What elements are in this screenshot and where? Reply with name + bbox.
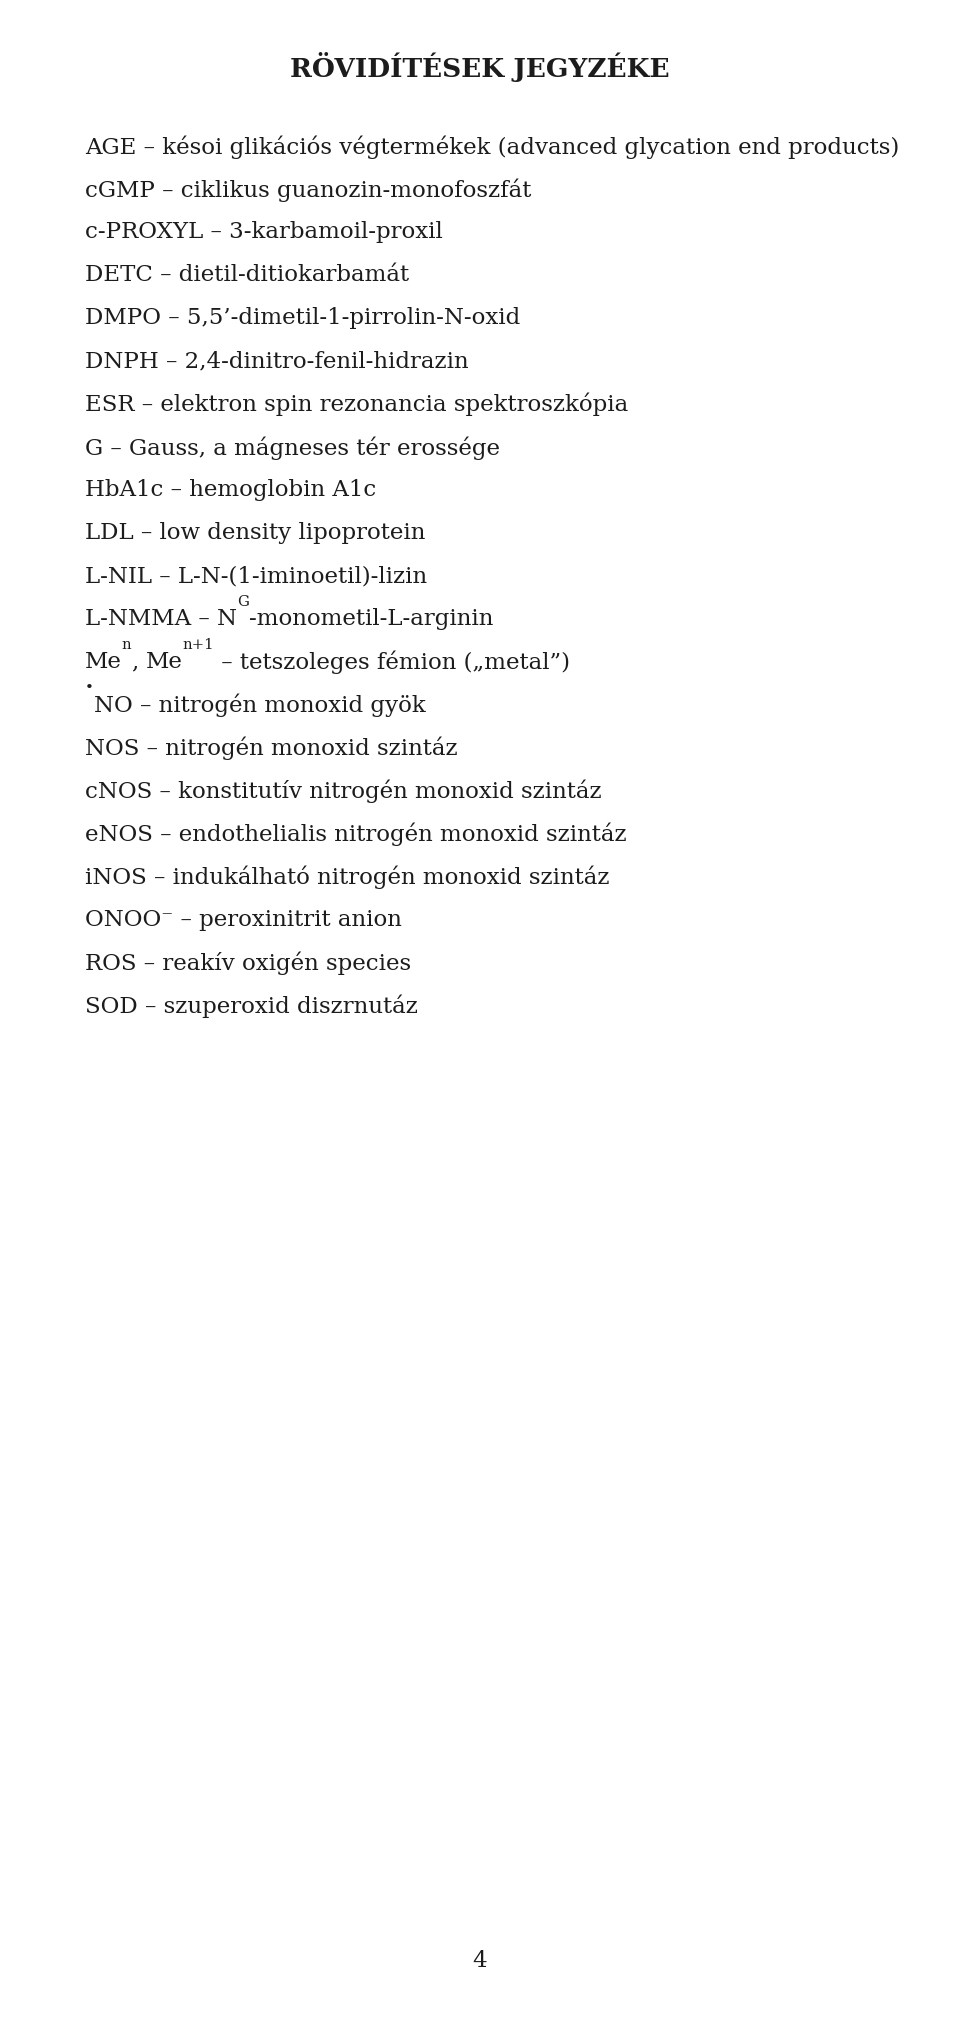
Text: RÖVIDÍTÉSEK JEGYZÉKE: RÖVIDÍTÉSEK JEGYZÉKE	[290, 52, 670, 83]
Text: G: G	[237, 595, 249, 609]
Text: L-NIL – L-N-(1-iminoetil)-lizin: L-NIL – L-N-(1-iminoetil)-lizin	[85, 565, 427, 587]
Text: Me: Me	[146, 651, 182, 674]
Text: ROS – reakív oxigén species: ROS – reakív oxigén species	[85, 952, 411, 976]
Text: SOD – szuperoxid diszrnutáz: SOD – szuperoxid diszrnutáz	[85, 994, 418, 1019]
Text: G – Gauss, a mágneses tér erossége: G – Gauss, a mágneses tér erossége	[85, 436, 500, 460]
Text: HbA1c – hemoglobin A1c: HbA1c – hemoglobin A1c	[85, 478, 376, 500]
Text: •: •	[85, 682, 94, 696]
Text: DMPO – 5,5’-dimetil-1-pirrolin-N-oxid: DMPO – 5,5’-dimetil-1-pirrolin-N-oxid	[85, 307, 520, 329]
Text: iNOS – indukálható nitrogén monoxid szintáz: iNOS – indukálható nitrogén monoxid szin…	[85, 865, 610, 889]
Text: L-NMMA – N: L-NMMA – N	[85, 607, 237, 629]
Text: – tetszoleges fémion („metal”): – tetszoleges fémion („metal”)	[214, 651, 570, 674]
Text: ,: ,	[132, 651, 146, 674]
Text: n+1: n+1	[182, 637, 214, 651]
Text: DETC – dietil-ditiokarbamát: DETC – dietil-ditiokarbamát	[85, 264, 409, 286]
Text: 4: 4	[472, 1950, 488, 1973]
Text: AGE – késoi glikációs végtermékek (advanced glycation end products): AGE – késoi glikációs végtermékek (advan…	[85, 135, 900, 159]
Text: DNPH – 2,4-dinitro-fenil-hidrazin: DNPH – 2,4-dinitro-fenil-hidrazin	[85, 351, 468, 371]
Text: eNOS – endothelialis nitrogén monoxid szintáz: eNOS – endothelialis nitrogén monoxid sz…	[85, 823, 627, 847]
Text: cNOS – konstitutív nitrogén monoxid szintáz: cNOS – konstitutív nitrogén monoxid szin…	[85, 781, 602, 803]
Text: ESR – elektron spin rezonancia spektroszkópia: ESR – elektron spin rezonancia spektrosz…	[85, 393, 628, 416]
Text: Me: Me	[85, 651, 122, 674]
Text: NO – nitrogén monoxid gyök: NO – nitrogén monoxid gyök	[94, 694, 425, 718]
Text: n: n	[122, 637, 132, 651]
Text: ONOO⁻ – peroxinitrit anion: ONOO⁻ – peroxinitrit anion	[85, 910, 402, 932]
Text: LDL – low density lipoprotein: LDL – low density lipoprotein	[85, 522, 425, 545]
Text: c-PROXYL – 3-karbamoil-proxil: c-PROXYL – 3-karbamoil-proxil	[85, 222, 443, 242]
Text: cGMP – ciklikus guanozin-monofoszfát: cGMP – ciklikus guanozin-monofoszfát	[85, 177, 532, 202]
Text: NOS – nitrogén monoxid szintáz: NOS – nitrogén monoxid szintáz	[85, 736, 458, 760]
Text: -monometil-L-arginin: -monometil-L-arginin	[249, 607, 493, 629]
